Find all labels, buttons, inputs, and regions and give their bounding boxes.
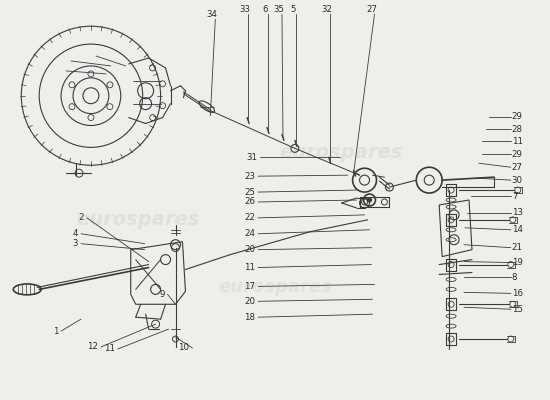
Text: 7: 7 xyxy=(512,192,518,200)
Text: 20: 20 xyxy=(244,297,255,306)
Text: 30: 30 xyxy=(512,176,523,185)
Text: 24: 24 xyxy=(244,229,255,238)
Text: 6: 6 xyxy=(262,5,268,14)
Text: 1: 1 xyxy=(53,326,58,336)
Text: 18: 18 xyxy=(244,313,255,322)
Text: 19: 19 xyxy=(512,258,522,267)
Text: 31: 31 xyxy=(246,153,257,162)
Text: 20: 20 xyxy=(244,245,255,254)
Text: eurospares: eurospares xyxy=(76,210,200,229)
Text: eurospares: eurospares xyxy=(279,143,403,162)
Text: 17: 17 xyxy=(244,282,255,291)
Text: 27: 27 xyxy=(366,5,377,14)
Text: 15: 15 xyxy=(512,305,523,314)
Text: 32: 32 xyxy=(321,5,332,14)
Text: 29: 29 xyxy=(512,150,522,159)
Text: 29: 29 xyxy=(512,112,522,121)
Text: 11: 11 xyxy=(104,344,115,354)
Text: 16: 16 xyxy=(512,289,523,298)
Text: 23: 23 xyxy=(244,172,255,181)
Text: eurospares: eurospares xyxy=(218,278,332,296)
Text: 9: 9 xyxy=(159,290,164,299)
Text: 22: 22 xyxy=(244,213,255,222)
Text: 21: 21 xyxy=(512,243,523,252)
Text: 35: 35 xyxy=(273,5,284,14)
Text: 14: 14 xyxy=(512,225,523,234)
Text: 28: 28 xyxy=(512,125,523,134)
Text: 11: 11 xyxy=(244,263,255,272)
Text: 2: 2 xyxy=(79,213,84,222)
Text: 4: 4 xyxy=(73,229,78,238)
Text: 33: 33 xyxy=(240,5,251,14)
Text: 5: 5 xyxy=(290,5,296,14)
Text: 13: 13 xyxy=(512,208,523,218)
Text: 10: 10 xyxy=(178,344,189,352)
Text: 12: 12 xyxy=(87,342,98,352)
Text: 8: 8 xyxy=(512,273,518,282)
Text: 26: 26 xyxy=(244,198,255,206)
Text: 25: 25 xyxy=(244,188,255,196)
Text: 34: 34 xyxy=(207,10,218,19)
Text: 27: 27 xyxy=(512,163,523,172)
Text: 3: 3 xyxy=(73,239,78,248)
Text: 11: 11 xyxy=(512,137,523,146)
Circle shape xyxy=(367,198,371,202)
